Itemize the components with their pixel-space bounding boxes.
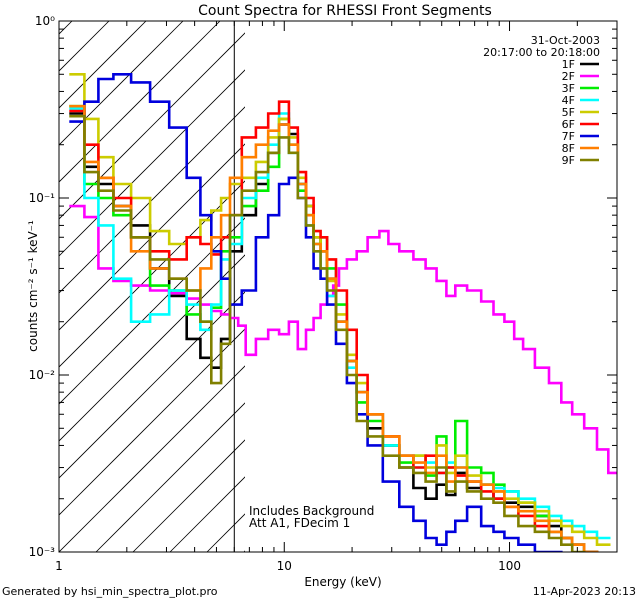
hatch-line bbox=[59, 291, 245, 479]
hatch-line bbox=[59, 106, 245, 294]
hatch-line bbox=[59, 217, 245, 405]
legend-label-2F: 2F bbox=[562, 70, 575, 83]
hatch-line bbox=[59, 69, 245, 257]
series-line-1F bbox=[69, 112, 599, 552]
hatch-line bbox=[95, 402, 245, 552]
footer-timestamp: 11-Apr-2023 20:13 bbox=[533, 585, 636, 598]
x-axis-label: Energy (keV) bbox=[304, 575, 381, 589]
series-line-7F bbox=[69, 73, 563, 552]
hatch-line bbox=[132, 439, 245, 552]
hatch-line bbox=[59, 143, 245, 331]
footer-generated-by: Generated by hsi_min_spectra_plot.pro bbox=[2, 585, 218, 598]
hatch-line bbox=[614, 21, 640, 552]
hatch-line bbox=[59, 180, 245, 368]
y-axis-label: counts cm⁻² s⁻¹ keV⁻¹ bbox=[26, 220, 40, 352]
axis-ticks bbox=[58, 20, 618, 553]
legend-label-3F: 3F bbox=[562, 82, 575, 95]
hatch-line bbox=[59, 365, 245, 552]
series-line-2F bbox=[69, 204, 617, 475]
series-line-9F bbox=[69, 114, 586, 552]
series-line-8F bbox=[69, 104, 599, 552]
x-tick-label: 100 bbox=[498, 559, 521, 573]
annotation-background: Includes Background bbox=[249, 504, 374, 518]
y-tick-label: 10⁻² bbox=[29, 368, 56, 382]
series-line-4F bbox=[69, 107, 611, 540]
legend-label-1F: 1F bbox=[562, 58, 575, 71]
legend-label-9F: 9F bbox=[562, 154, 575, 167]
x-tick-label: 10 bbox=[277, 559, 292, 573]
hatch-line bbox=[59, 21, 184, 146]
plot-frame bbox=[58, 20, 618, 553]
series-layer bbox=[69, 73, 617, 552]
chart-title: Count Spectra for RHESSI Front Segments bbox=[198, 3, 492, 19]
legend-label-5F: 5F bbox=[562, 106, 575, 119]
axis-tick-labels: 1 10 100 10⁰ 10⁻¹ 10⁻² 10⁻³ bbox=[29, 14, 521, 573]
legend-label-7F: 7F bbox=[562, 130, 575, 143]
series-line-5F bbox=[69, 73, 611, 546]
y-tick-label: 10⁻¹ bbox=[29, 191, 56, 205]
hatch-line bbox=[59, 21, 221, 183]
y-tick-label: 10⁰ bbox=[35, 14, 55, 28]
y-tick-label: 10⁻³ bbox=[29, 545, 56, 559]
date-label: 31-Oct-2003 bbox=[531, 34, 600, 47]
legend-label-8F: 8F bbox=[562, 142, 575, 155]
legend-label-4F: 4F bbox=[562, 94, 575, 107]
legend-label-6F: 6F bbox=[562, 118, 575, 131]
hatch-line bbox=[59, 328, 245, 516]
hatch-line bbox=[59, 254, 245, 442]
hatch-line bbox=[59, 21, 147, 109]
time-range-label: 20:17:00 to 20:18:00 bbox=[483, 46, 600, 59]
x-tick-label: 1 bbox=[55, 559, 63, 573]
annotation-attenuator: Att A1, FDecim 1 bbox=[249, 516, 350, 530]
series-line-3F bbox=[69, 104, 599, 552]
